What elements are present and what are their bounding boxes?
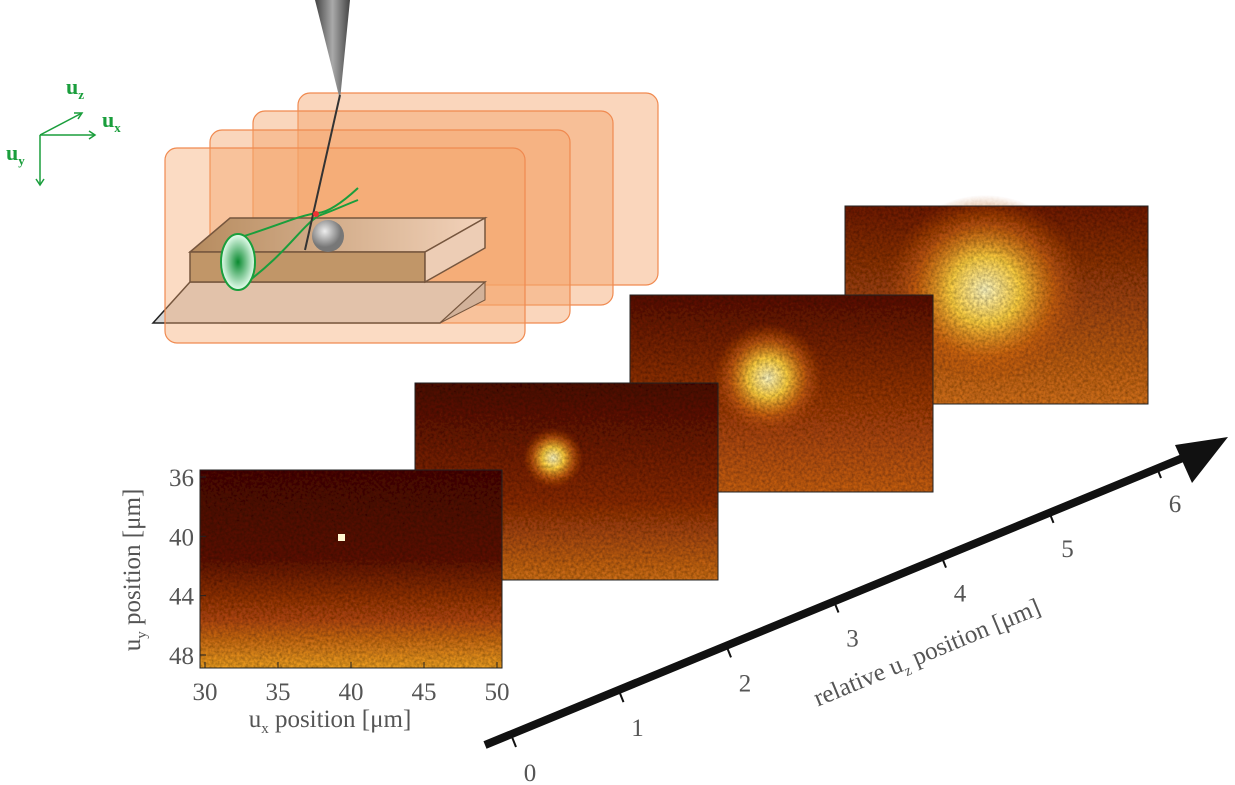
x-tick-label: 40 bbox=[339, 679, 364, 706]
x-tick-label: 35 bbox=[266, 679, 291, 706]
z-axis bbox=[483, 451, 1192, 749]
z-tick-label: 6 bbox=[1169, 491, 1182, 518]
heatmap bbox=[200, 470, 502, 668]
z-tick-label: 0 bbox=[524, 760, 537, 785]
z-tick bbox=[941, 557, 947, 569]
z-tick-label: 4 bbox=[954, 581, 967, 608]
axis-label: uz bbox=[66, 74, 84, 102]
z-axis-label: relative uz position [μm] bbox=[810, 594, 1046, 716]
z-tick bbox=[1156, 467, 1162, 479]
z-axis-arrow bbox=[1175, 437, 1228, 483]
z-tick bbox=[726, 646, 732, 658]
y-axis-label: uy position [μm] bbox=[119, 489, 150, 652]
z-tick bbox=[511, 736, 517, 748]
y-tick-label: 44 bbox=[169, 584, 195, 611]
hot-spot bbox=[338, 534, 345, 541]
y-tick-label: 48 bbox=[169, 643, 194, 670]
z-tick bbox=[1048, 512, 1055, 524]
axis-label: ux bbox=[102, 107, 121, 135]
x-tick-label: 45 bbox=[412, 679, 437, 706]
z-tick-label: 3 bbox=[846, 626, 859, 653]
y-tick-label: 36 bbox=[169, 465, 194, 492]
schematic: uz ux uy bbox=[6, 0, 659, 344]
z-tick-label: 2 bbox=[739, 670, 752, 697]
z-tick-label: 5 bbox=[1061, 536, 1074, 563]
z-tick bbox=[618, 691, 625, 703]
axis-label: uy bbox=[6, 140, 25, 168]
y-tick-label: 40 bbox=[169, 524, 194, 551]
x-axis-label: ux position [μm] bbox=[249, 706, 412, 737]
z-tick bbox=[833, 602, 840, 613]
x-tick-label: 30 bbox=[193, 679, 218, 706]
z-tick-label: 1 bbox=[631, 715, 644, 742]
x-tick-label: 50 bbox=[485, 679, 510, 706]
